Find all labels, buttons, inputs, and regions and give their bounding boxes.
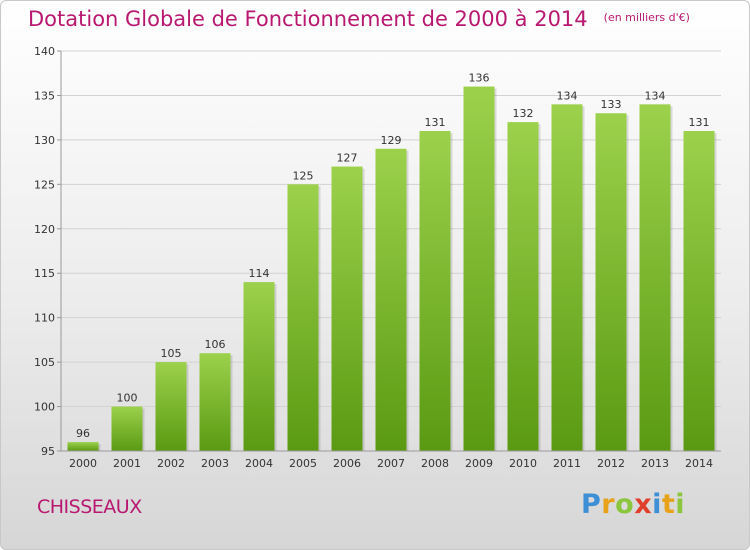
data-label: 131 (689, 116, 710, 129)
x-tick-label: 2001 (113, 457, 141, 470)
axes: 95 100 105 110 115 120 125 130 135 140 2000 2001 200… (34, 45, 721, 470)
x-tick-label: 2012 (597, 457, 625, 470)
y-tick-label: 95 (41, 445, 55, 458)
bar (507, 122, 539, 451)
bar (463, 86, 495, 452)
bar (683, 131, 715, 451)
data-label: 125 (293, 169, 314, 182)
commune-name: CHISSEAUX (37, 496, 142, 518)
chart-unit: (en milliers d'€) (603, 11, 690, 24)
data-label: 131 (425, 116, 446, 129)
y-tick-label: 115 (34, 267, 55, 280)
y-tick-label: 130 (34, 134, 55, 147)
bar (375, 148, 407, 451)
y-tick-label: 140 (34, 45, 55, 58)
data-label: 105 (161, 347, 182, 360)
chart-title-text: Dotation Globale de Fonctionnement de 20… (28, 7, 588, 31)
data-label: 96 (76, 427, 90, 440)
x-tick-label: 2004 (245, 457, 273, 470)
data-label: 100 (117, 392, 138, 405)
logo-letter: x (634, 489, 653, 520)
data-label: 132 (513, 107, 534, 120)
bar (67, 442, 99, 451)
data-label: 133 (601, 98, 622, 111)
data-label: 129 (381, 134, 402, 147)
data-label: 106 (205, 338, 226, 351)
x-tick-label: 2000 (69, 457, 97, 470)
logo-letter: i (652, 489, 662, 520)
bar (639, 104, 671, 451)
data-label: 134 (557, 89, 578, 102)
x-tick-label: 2007 (377, 457, 405, 470)
y-tick-label: 125 (34, 178, 55, 191)
y-tick-label: 100 (34, 401, 55, 414)
x-tick-label: 2006 (333, 457, 361, 470)
logo-letter: t (661, 489, 676, 520)
x-tick-label: 2003 (201, 457, 229, 470)
y-tick-label: 105 (34, 356, 55, 369)
bar (595, 113, 627, 451)
bar (155, 362, 187, 451)
logo-letter: i (675, 489, 686, 520)
y-tick-label: 135 (34, 89, 55, 102)
x-tick-label: 2005 (289, 457, 317, 470)
proxiti-logo: Proxiti (581, 489, 685, 520)
y-tick-label: 120 (34, 223, 55, 236)
x-tick-label: 2009 (465, 457, 493, 470)
chart-title: Dotation Globale de Fonctionnement de 20… (28, 7, 690, 31)
x-tick-label: 2013 (641, 457, 669, 470)
x-tick-label: 2014 (685, 457, 713, 470)
data-label: 136 (469, 72, 490, 85)
y-tick-label: 110 (34, 312, 55, 325)
bar (331, 166, 363, 452)
logo-letter: o (615, 489, 635, 520)
x-tick-label: 2008 (421, 457, 449, 470)
logo-letter: P (581, 489, 602, 520)
data-label: 134 (645, 89, 666, 102)
bars: 96 100 105 106 114 125 127 129 131 136 132 134 133 13… (67, 72, 717, 452)
bar (199, 353, 231, 451)
data-label: 127 (337, 152, 358, 165)
bar (111, 406, 143, 451)
x-tick-label: 2010 (509, 457, 537, 470)
logo-letter: r (601, 489, 616, 520)
x-tick-label: 2011 (553, 457, 581, 470)
x-tick-label: 2002 (157, 457, 185, 470)
bar (287, 184, 319, 452)
bar (243, 282, 275, 451)
bar (551, 104, 583, 451)
data-label: 114 (249, 267, 270, 280)
bar (419, 131, 451, 451)
